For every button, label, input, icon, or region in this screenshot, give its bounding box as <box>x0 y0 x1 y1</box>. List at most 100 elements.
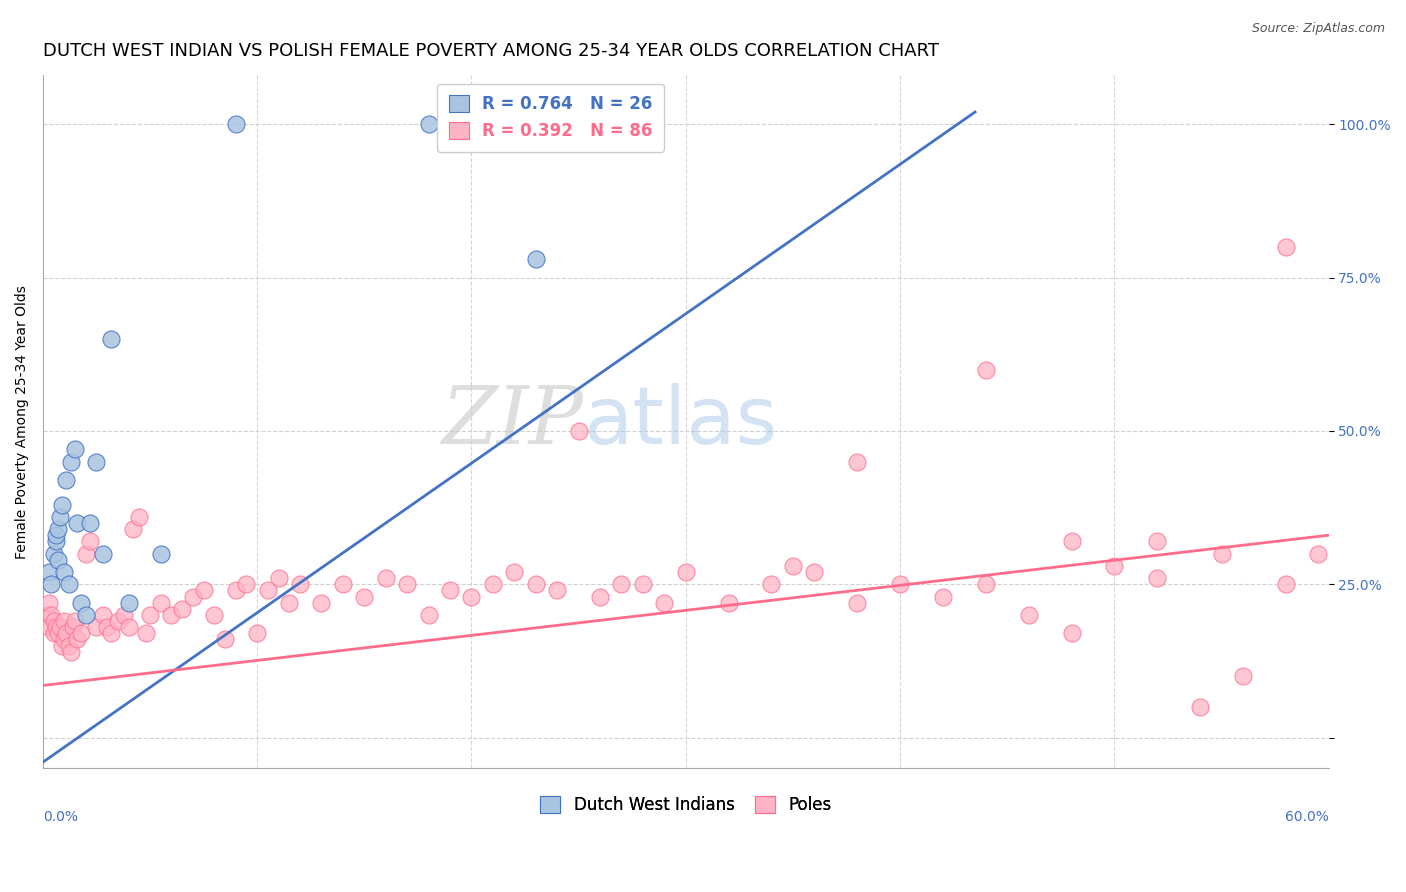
Point <box>38 596 60 610</box>
Point <box>66 632 89 647</box>
Point <box>257 583 280 598</box>
Point <box>235 577 257 591</box>
Point <box>1189 700 1212 714</box>
Point <box>418 607 440 622</box>
Point <box>79 516 101 530</box>
Point <box>55 473 77 487</box>
Point <box>610 577 633 591</box>
Point <box>717 596 740 610</box>
Point <box>1306 547 1329 561</box>
Text: Source: ZipAtlas.com: Source: ZipAtlas.com <box>1251 22 1385 36</box>
Point <box>311 596 333 610</box>
Point <box>128 509 150 524</box>
Y-axis label: Female Poverty Among 25-34 Year Olds: Female Poverty Among 25-34 Year Olds <box>15 285 30 558</box>
Point <box>460 590 482 604</box>
Point <box>1275 240 1298 254</box>
Point <box>193 583 215 598</box>
Point <box>225 117 247 131</box>
Point <box>568 424 591 438</box>
Point <box>589 590 612 604</box>
Point <box>112 607 135 622</box>
Point <box>42 547 65 561</box>
Point <box>278 596 301 610</box>
Point <box>49 620 72 634</box>
Point <box>524 252 547 267</box>
Point <box>100 626 122 640</box>
Point <box>62 620 84 634</box>
Point <box>42 626 65 640</box>
Point <box>46 626 69 640</box>
Point <box>374 571 396 585</box>
Point <box>117 620 139 634</box>
Point <box>49 509 72 524</box>
Text: ZIP: ZIP <box>441 383 583 460</box>
Text: atlas: atlas <box>583 383 778 461</box>
Point <box>1146 571 1168 585</box>
Point <box>70 596 93 610</box>
Point <box>675 565 697 579</box>
Point <box>107 614 129 628</box>
Legend: Dutch West Indians, Poles: Dutch West Indians, Poles <box>531 788 839 822</box>
Text: 0.0%: 0.0% <box>44 810 77 824</box>
Point <box>396 577 419 591</box>
Point <box>91 547 114 561</box>
Point <box>51 639 73 653</box>
Point <box>482 577 505 591</box>
Point <box>1104 558 1126 573</box>
Text: DUTCH WEST INDIAN VS POLISH FEMALE POVERTY AMONG 25-34 YEAR OLDS CORRELATION CHA: DUTCH WEST INDIAN VS POLISH FEMALE POVER… <box>44 42 939 60</box>
Point <box>803 565 825 579</box>
Point <box>181 590 204 604</box>
Point <box>202 607 225 622</box>
Point <box>1060 626 1083 640</box>
Point <box>1018 607 1040 622</box>
Point <box>45 620 67 634</box>
Point <box>38 565 60 579</box>
Point <box>45 534 67 549</box>
Point <box>1060 534 1083 549</box>
Point <box>267 571 290 585</box>
Point <box>974 577 997 591</box>
Point <box>1275 577 1298 591</box>
Point <box>160 607 183 622</box>
Point <box>1211 547 1233 561</box>
Point <box>846 454 869 468</box>
Point <box>135 626 157 640</box>
Point <box>149 596 172 610</box>
Point <box>75 607 97 622</box>
Point <box>1232 669 1254 683</box>
Point <box>41 607 63 622</box>
Point <box>86 620 108 634</box>
Point <box>117 596 139 610</box>
Point <box>41 577 63 591</box>
Point <box>631 577 654 591</box>
Point <box>439 583 461 598</box>
Point <box>546 583 568 598</box>
Point <box>353 590 375 604</box>
Point <box>53 565 76 579</box>
Point <box>91 607 114 622</box>
Point <box>58 639 80 653</box>
Point <box>37 607 59 622</box>
Point <box>246 626 269 640</box>
Point <box>974 362 997 376</box>
Point <box>332 577 354 591</box>
Point <box>59 454 82 468</box>
Point <box>51 498 73 512</box>
Point <box>761 577 783 591</box>
Point <box>75 547 97 561</box>
Point <box>55 626 77 640</box>
Point <box>79 534 101 549</box>
Point <box>214 632 236 647</box>
Point <box>418 117 440 131</box>
Point <box>100 332 122 346</box>
Point <box>38 620 60 634</box>
Point <box>63 614 86 628</box>
Point <box>86 454 108 468</box>
Point <box>654 596 676 610</box>
Point <box>846 596 869 610</box>
Point <box>66 516 89 530</box>
Point <box>889 577 911 591</box>
Point <box>46 522 69 536</box>
Point <box>782 558 804 573</box>
Point <box>149 547 172 561</box>
